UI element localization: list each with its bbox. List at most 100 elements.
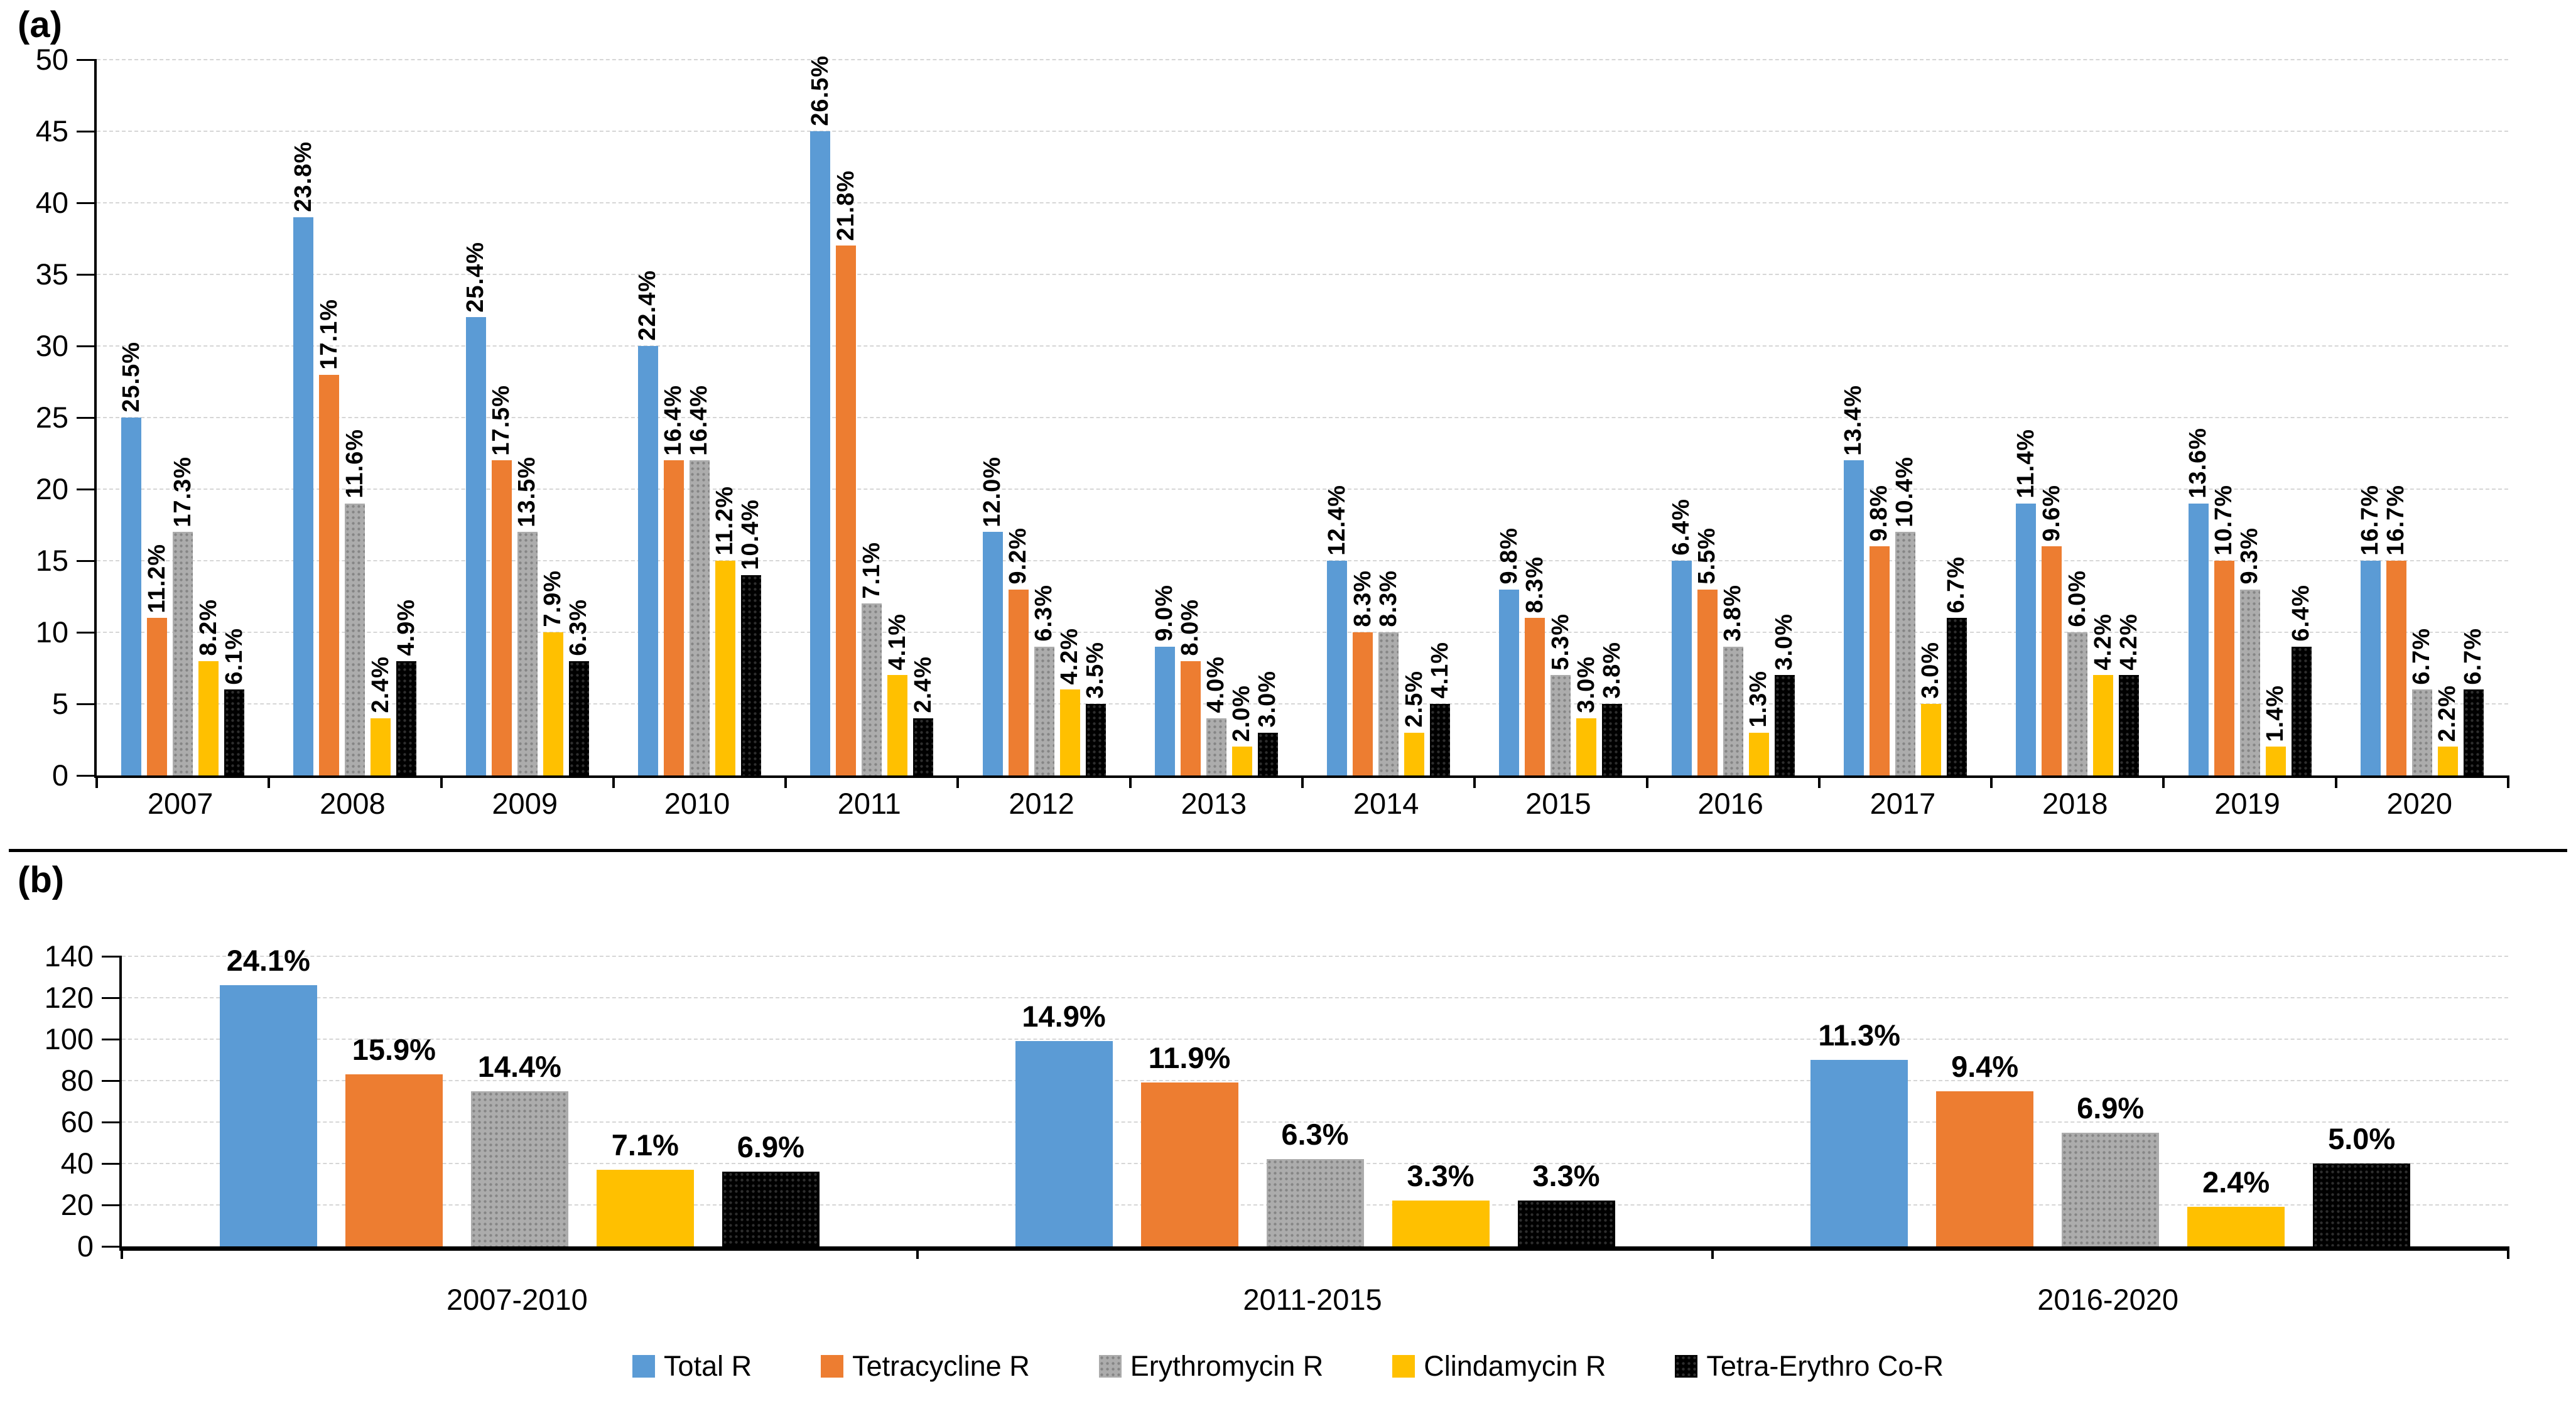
bar-value-label: 9.6% <box>2038 484 2065 542</box>
bar-value-label: 3.0% <box>1771 613 1798 671</box>
bar-group-item: 16.4% <box>660 385 686 775</box>
bar-value-label: 7.1% <box>611 1128 679 1162</box>
x-axis-tick <box>1645 775 1648 788</box>
bar-group-item: 3.0% <box>1917 642 1944 775</box>
bar-tetra-erythro-co-r-2018 <box>2119 675 2140 775</box>
bar-tetracycline-r-2020 <box>2386 561 2406 775</box>
bar-erythromycin-r-2012 <box>1034 646 1054 775</box>
bar-total-r-2008 <box>293 217 314 775</box>
y-axis-tick-label: 60 <box>60 1105 94 1138</box>
bar-clindamycin-r-2010 <box>715 561 735 775</box>
legend-swatch-icon <box>1675 1355 1698 1378</box>
legend: Total R Tetracycline R Erythromycin R Clind… <box>0 1350 2576 1383</box>
bar-group-item: 11.9% <box>1140 1040 1238 1246</box>
bar-value-label: 11.4% <box>2012 429 2039 499</box>
bar-erythromycin-r-2008 <box>345 503 365 775</box>
bar-total-r-2007 <box>121 418 142 775</box>
x-axis-label-2007: 2007 <box>147 787 214 820</box>
bar-group-item: 11.6% <box>342 429 368 775</box>
bar-tetracycline-r-2017 <box>1869 546 1890 775</box>
y-axis-tick <box>102 1245 122 1248</box>
bar-value-label: 2.0% <box>1228 684 1255 742</box>
bar-erythromycin-r-2018 <box>2067 632 2088 775</box>
panel-b-label: (b) <box>18 860 65 900</box>
x-axis-tick <box>2507 1246 2509 1259</box>
bar-tetra-erythro-co-r-2019 <box>2291 646 2312 775</box>
gridline-y-45 <box>97 131 2508 132</box>
bar-group-item: 3.0% <box>1771 613 1797 775</box>
bar-tetra-erythro-co-r-2017 <box>1946 618 1967 775</box>
bar-erythromycin-r-2013 <box>1206 718 1226 775</box>
category-cell-2017: 13.4% 9.8% 10.4% 3.0% 6.7% <box>1819 60 1991 775</box>
bar-tetra-erythro-co-r-2009 <box>568 661 589 775</box>
legend-item-tetracycline-r: Tetracycline R <box>821 1350 1030 1383</box>
x-axis-tick <box>1301 775 1304 788</box>
panel-b-x-axis-labels: 2007-2010 2011-2015 2016-2020 <box>119 1282 2506 1317</box>
bar-erythromycin-r-2016-2020 <box>2062 1132 2160 1246</box>
category-cell-2019: 13.6% 10.7% 9.3% 1.4% 6.4% <box>2163 60 2335 775</box>
bar-group-item: 26.5% <box>807 55 833 775</box>
bar-tetracycline-r-2015 <box>1525 618 1545 775</box>
bar-tetra-erythro-co-r-2007 <box>224 689 245 775</box>
bar-value-label: 4.1% <box>1426 642 1453 699</box>
bar-value-label: 6.7% <box>2408 627 2435 685</box>
x-axis-label-2018: 2018 <box>2042 787 2108 820</box>
legend-item-tetra-erythro-co-r: Tetra-Erythro Co-R <box>1675 1350 1944 1383</box>
x-axis-tick <box>2162 775 2165 788</box>
bar-value-label: 4.0% <box>1203 656 1230 713</box>
gridline-y-30 <box>97 345 2508 347</box>
bar-value-label: 11.3% <box>1818 1018 1901 1052</box>
y-axis-tick-label: 40 <box>60 1147 94 1180</box>
y-axis-tick-label: 80 <box>60 1064 94 1097</box>
x-axis-label-2011-2015: 2011-2015 <box>1243 1283 1382 1316</box>
bar-value-label: 9.8% <box>1866 484 1893 542</box>
y-axis-tick <box>102 1204 122 1206</box>
bar-group-item: 2.4% <box>2187 1165 2285 1246</box>
panel-a-label: (a) <box>18 4 62 45</box>
bar-value-label: 2.4% <box>2202 1165 2270 1199</box>
category-cell-2018: 11.4% 9.6% 6.0% 4.2% 4.2% <box>1991 60 2163 775</box>
bar-tetracycline-r-2011 <box>836 246 857 775</box>
bar-value-label: 8.0% <box>1177 598 1204 656</box>
bar-value-label: 23.8% <box>290 141 317 212</box>
bar-value-label: 25.4% <box>462 241 489 313</box>
bar-value-label: 4.2% <box>1056 627 1083 685</box>
bar-tetracycline-r-2016 <box>1697 589 1718 775</box>
category-cell-2007: 25.5% 11.2% 17.3% 8.2% 6.1% <box>97 60 269 775</box>
y-axis-tick-label: 0 <box>51 758 68 792</box>
x-axis-tick <box>956 775 960 788</box>
bar-value-label: 3.8% <box>1598 642 1625 699</box>
x-axis-tick <box>2334 775 2337 788</box>
bar-group-item: 11.2% <box>712 486 738 775</box>
bar-group-item: 2.0% <box>1228 685 1255 775</box>
bar-group-item: 12.0% <box>979 456 1005 775</box>
bar-total-r-2014 <box>1327 561 1348 775</box>
bar-total-r-2016-2020 <box>1810 1060 1908 1246</box>
bar-group-item: 16.4% <box>686 385 712 775</box>
bar-tetra-erythro-co-r-2013 <box>1257 732 1278 775</box>
bar-group-item: 17.5% <box>488 385 514 775</box>
bar-tetra-erythro-co-r-2016 <box>1774 675 1795 775</box>
x-axis-label-2009: 2009 <box>492 787 558 820</box>
bar-value-label: 2.2% <box>2434 684 2461 742</box>
bar-value-label: 3.0% <box>1254 670 1281 728</box>
bar-value-label: 14.4% <box>477 1049 561 1083</box>
y-axis-tick <box>77 416 97 419</box>
bar-value-label: 17.1% <box>315 298 342 370</box>
x-axis-label-2010: 2010 <box>664 787 730 820</box>
bar-value-label: 9.0% <box>1151 585 1178 642</box>
legend-label: Tetracycline R <box>852 1350 1030 1382</box>
category-cell-2016: 6.4% 5.5% 3.8% 1.3% 3.0% <box>1647 60 1819 775</box>
category-cell-2010: 22.4% 16.4% 16.4% 11.2% 10.4% <box>614 60 786 775</box>
y-axis-tick-label: 50 <box>35 43 68 76</box>
bar-group-item: 4.0% <box>1203 656 1229 775</box>
bar-clindamycin-r-2015 <box>1576 718 1597 775</box>
y-axis-tick-label: 25 <box>35 401 68 434</box>
bar-group-item: 7.1% <box>858 542 885 775</box>
bar-value-label: 6.3% <box>1281 1118 1349 1152</box>
y-axis-tick <box>77 631 97 634</box>
legend-item-clindamycin-r: Clindamycin R <box>1392 1350 1606 1383</box>
bar-tetracycline-r-2019 <box>2214 561 2234 775</box>
x-axis-label-2014: 2014 <box>1353 787 1419 820</box>
category-cell-2009: 25.4% 17.5% 13.5% 7.9% 6.3% <box>441 60 614 775</box>
